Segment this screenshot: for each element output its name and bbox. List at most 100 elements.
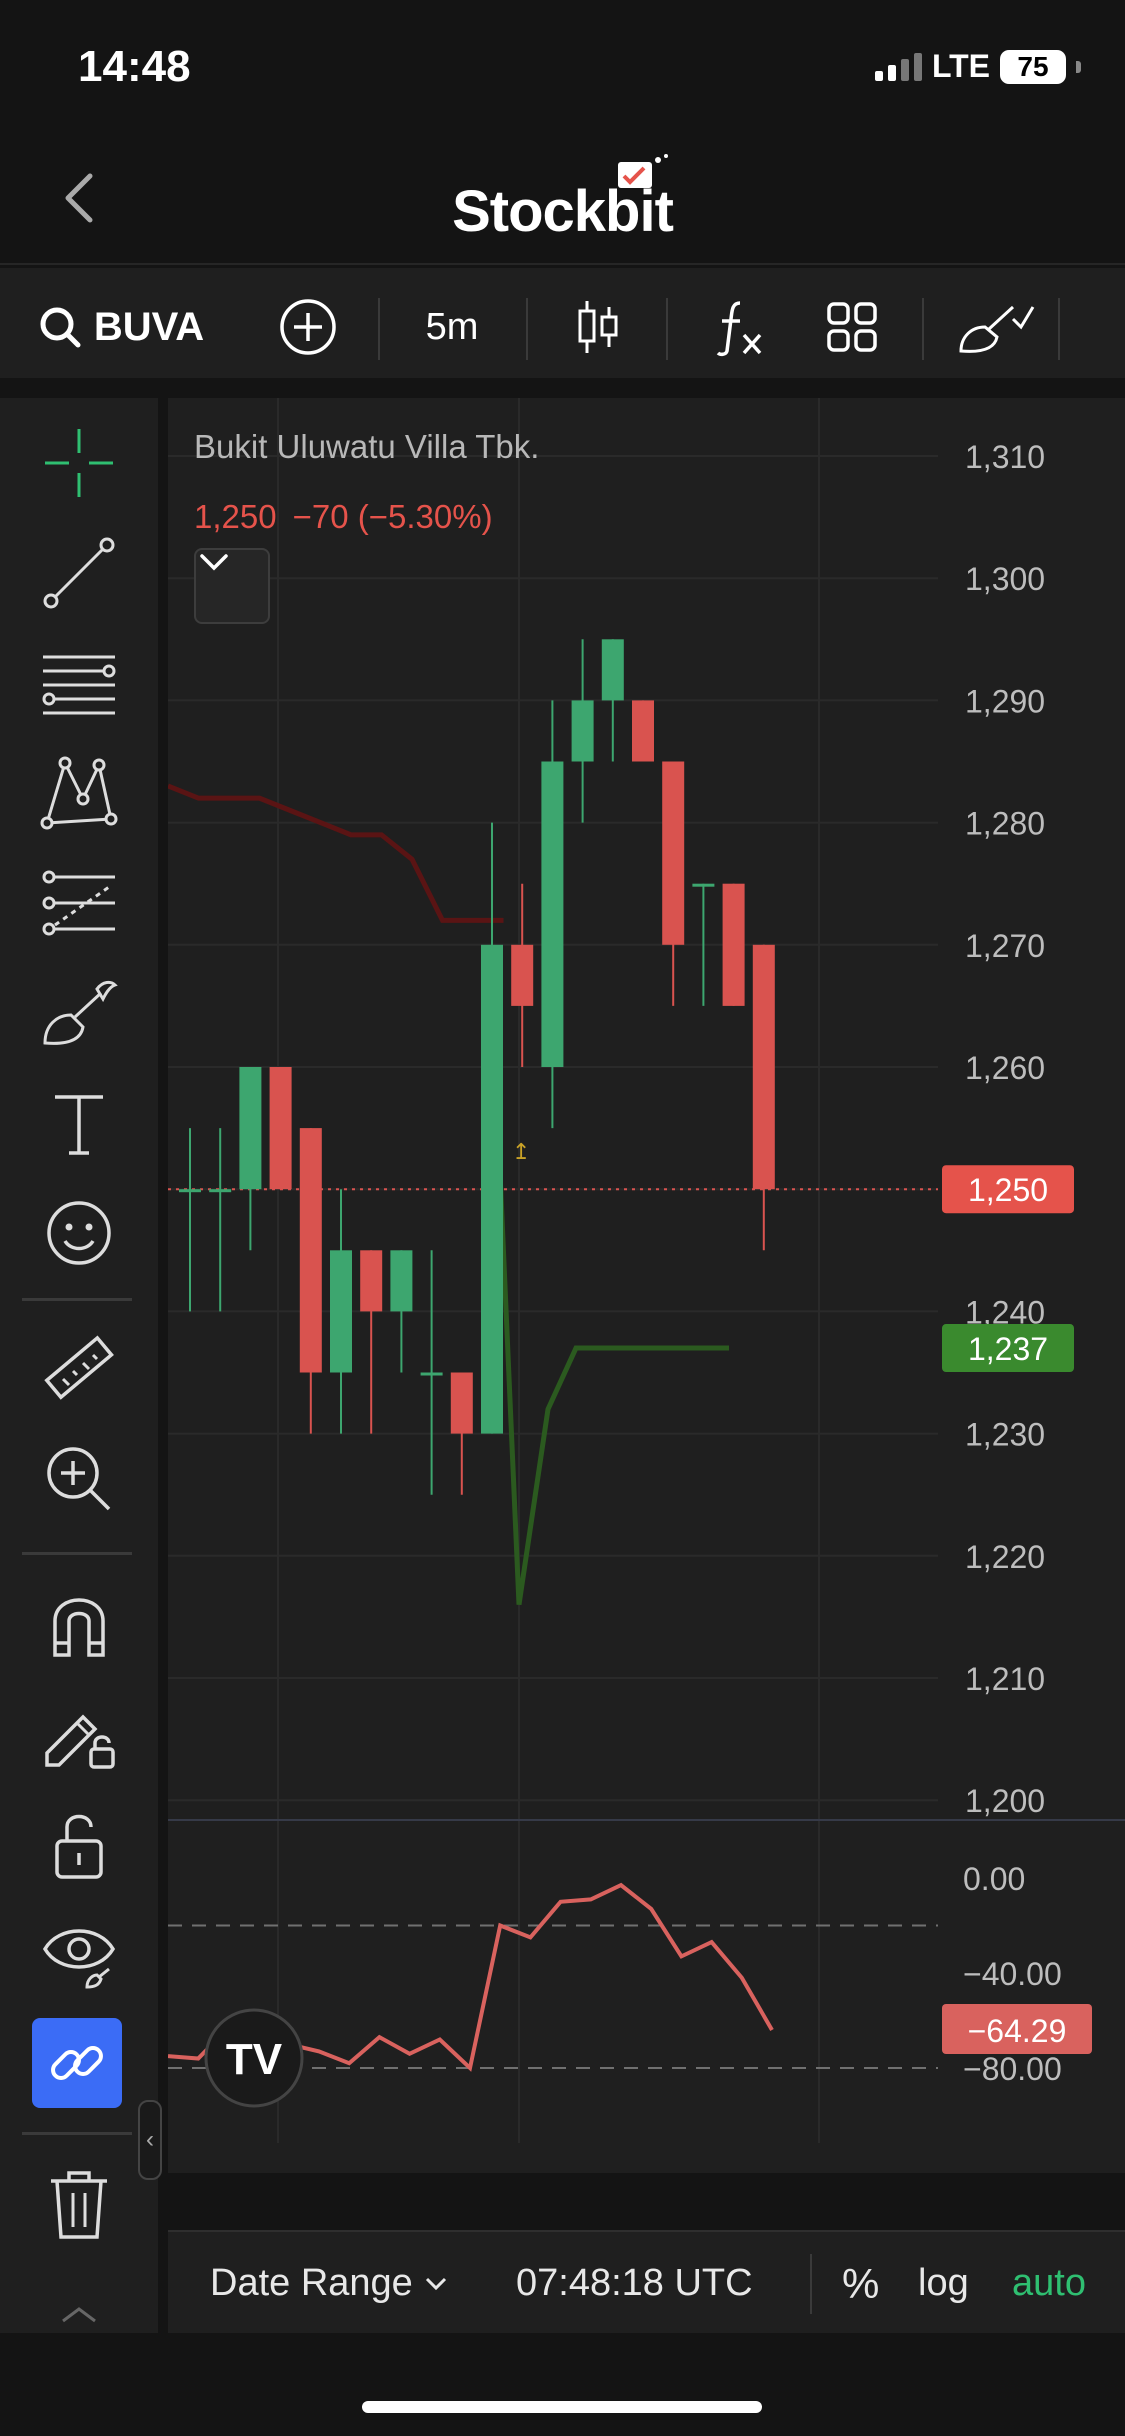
collapse-toolbar-button[interactable]: ‹ xyxy=(138,2100,162,2180)
lock-drawings-tool[interactable] xyxy=(34,1688,124,1778)
price-tick-label: 1,270 xyxy=(965,928,1045,964)
magnet-icon xyxy=(53,1598,105,1657)
price-tick-label: 1,230 xyxy=(965,1417,1045,1453)
chart-panel[interactable]: ↥ 1,3101,3001,2901,2801,2701,2601,2501,2… xyxy=(168,398,1125,2173)
pattern-icon xyxy=(40,756,118,830)
tradingview-logo-text: TV xyxy=(226,2035,283,2084)
price-tick-label: 1,300 xyxy=(965,561,1045,597)
brush-tool[interactable] xyxy=(34,968,124,1058)
visibility-tool[interactable] xyxy=(34,1908,124,1998)
percent-scale-toggle[interactable]: % xyxy=(842,2259,880,2307)
interval-button[interactable]: 5m xyxy=(400,268,504,386)
chevron-down-icon xyxy=(200,554,228,571)
last-price-tag-label: 1,250 xyxy=(968,1172,1048,1208)
add-symbol-button[interactable] xyxy=(270,268,346,386)
candle-body xyxy=(692,883,715,887)
candle-body xyxy=(511,944,534,1006)
lock-tool[interactable] xyxy=(34,1798,124,1888)
eye-icon xyxy=(42,1929,116,1989)
date-range-label: Date Range xyxy=(210,2262,413,2304)
symbol-label: BUVA xyxy=(93,304,205,349)
price-chart[interactable]: ↥ 1,3101,3001,2901,2801,2701,2601,2501,2… xyxy=(168,398,1125,2173)
remove-drawings-tool[interactable] xyxy=(34,2158,124,2248)
candle-body xyxy=(662,761,685,945)
legend-toggle-button[interactable] xyxy=(194,548,270,624)
more-tools-button[interactable] xyxy=(34,2298,124,2328)
candles xyxy=(179,639,775,1495)
indicator-value-tag-label: 1,237 xyxy=(968,1331,1048,1367)
fib-icon xyxy=(42,870,115,936)
ruler-icon xyxy=(44,1335,114,1400)
price-tick-label: 1,260 xyxy=(965,1050,1045,1086)
magnet-tool[interactable] xyxy=(34,1578,124,1668)
fib-tool[interactable] xyxy=(34,858,124,948)
dark-red-indicator-line xyxy=(168,783,504,923)
price-tick-label: 1,290 xyxy=(965,683,1045,719)
price-axis: 1,3101,3001,2901,2801,2701,2601,2501,240… xyxy=(942,439,1074,1819)
footer xyxy=(0,2333,1125,2436)
price-tick-label: 1,310 xyxy=(965,439,1045,475)
candle-body xyxy=(209,1189,232,1193)
candle-body xyxy=(541,761,564,1067)
brush-icon xyxy=(43,980,118,1045)
instrument-name: Bukit Uluwatu Villa Tbk. xyxy=(194,428,540,465)
indicator-lines: ↥ xyxy=(168,783,938,1606)
measure-tool[interactable] xyxy=(34,1324,124,1414)
grid-lines xyxy=(168,398,938,2143)
candle-body xyxy=(601,639,624,701)
tool-divider xyxy=(22,1298,132,1301)
candlestick-icon xyxy=(578,301,618,353)
candle-body xyxy=(330,1250,352,1373)
time-tick-label: 07:10 xyxy=(479,2171,559,2173)
toolbar-divider xyxy=(666,298,668,360)
auto-scale-toggle[interactable]: auto xyxy=(1012,2262,1086,2304)
zoom-in-tool[interactable] xyxy=(34,1434,124,1524)
emoji-tool[interactable] xyxy=(34,1188,124,1278)
indicators-button[interactable] xyxy=(696,268,780,386)
trend-line-icon xyxy=(43,537,115,609)
tool-divider xyxy=(22,1552,132,1555)
price-change: −70 (−5.30%) xyxy=(292,498,493,535)
candle-body xyxy=(752,944,775,1190)
layout-button[interactable] xyxy=(810,268,894,386)
drawing-templates-button[interactable] xyxy=(950,268,1040,386)
home-indicator xyxy=(362,2401,762,2413)
candle-body xyxy=(179,1189,201,1193)
oscillator-value-tag xyxy=(942,2004,1092,2054)
text-tool[interactable] xyxy=(34,1078,124,1168)
horizontal-lines-tool[interactable] xyxy=(34,638,124,728)
signal-marker-icon: ↥ xyxy=(512,1140,530,1165)
trend-line-tool[interactable] xyxy=(34,528,124,618)
candle-body xyxy=(360,1250,383,1312)
tool-divider xyxy=(22,2132,132,2135)
toolbar-divider xyxy=(378,298,380,360)
log-scale-toggle[interactable]: log xyxy=(918,2262,969,2304)
layout-grid-icon xyxy=(827,302,877,352)
brush-icon xyxy=(959,305,1035,353)
price-tick-label: 1,210 xyxy=(965,1661,1045,1697)
sync-drawings-tool[interactable] xyxy=(32,2018,122,2108)
toolbar-divider xyxy=(1058,298,1060,360)
price-tick-label: 1,220 xyxy=(965,1539,1045,1575)
pattern-tool[interactable] xyxy=(34,748,124,838)
candle-body xyxy=(450,1372,473,1434)
candle-body xyxy=(420,1372,443,1376)
clock-display[interactable]: 07:48:18 UTC xyxy=(516,2262,753,2304)
oscillator-tick-label: −80.00 xyxy=(963,2051,1062,2087)
date-range-button[interactable]: Date Range xyxy=(210,2232,449,2335)
candle-body xyxy=(722,883,745,1006)
chart-type-button[interactable] xyxy=(556,268,640,386)
oscillator-tick-label: 0.00 xyxy=(963,1861,1025,1897)
signal-icon xyxy=(874,52,922,81)
chevron-left-small-icon: ‹ xyxy=(146,2126,154,2153)
status-time: 14:48 xyxy=(78,42,191,91)
candle-body xyxy=(269,1067,292,1190)
indicator-value-tag xyxy=(942,1324,1074,1373)
crosshair-tool[interactable] xyxy=(34,418,124,508)
symbol-search[interactable]: BUVA xyxy=(26,268,216,386)
emoji-icon xyxy=(47,1201,111,1265)
status-indicators: LTE 75 xyxy=(874,48,1081,85)
status-bar: 14:48 LTE 75 xyxy=(0,0,1125,130)
back-button[interactable] xyxy=(56,168,106,228)
zoom-in-icon xyxy=(47,1447,111,1511)
